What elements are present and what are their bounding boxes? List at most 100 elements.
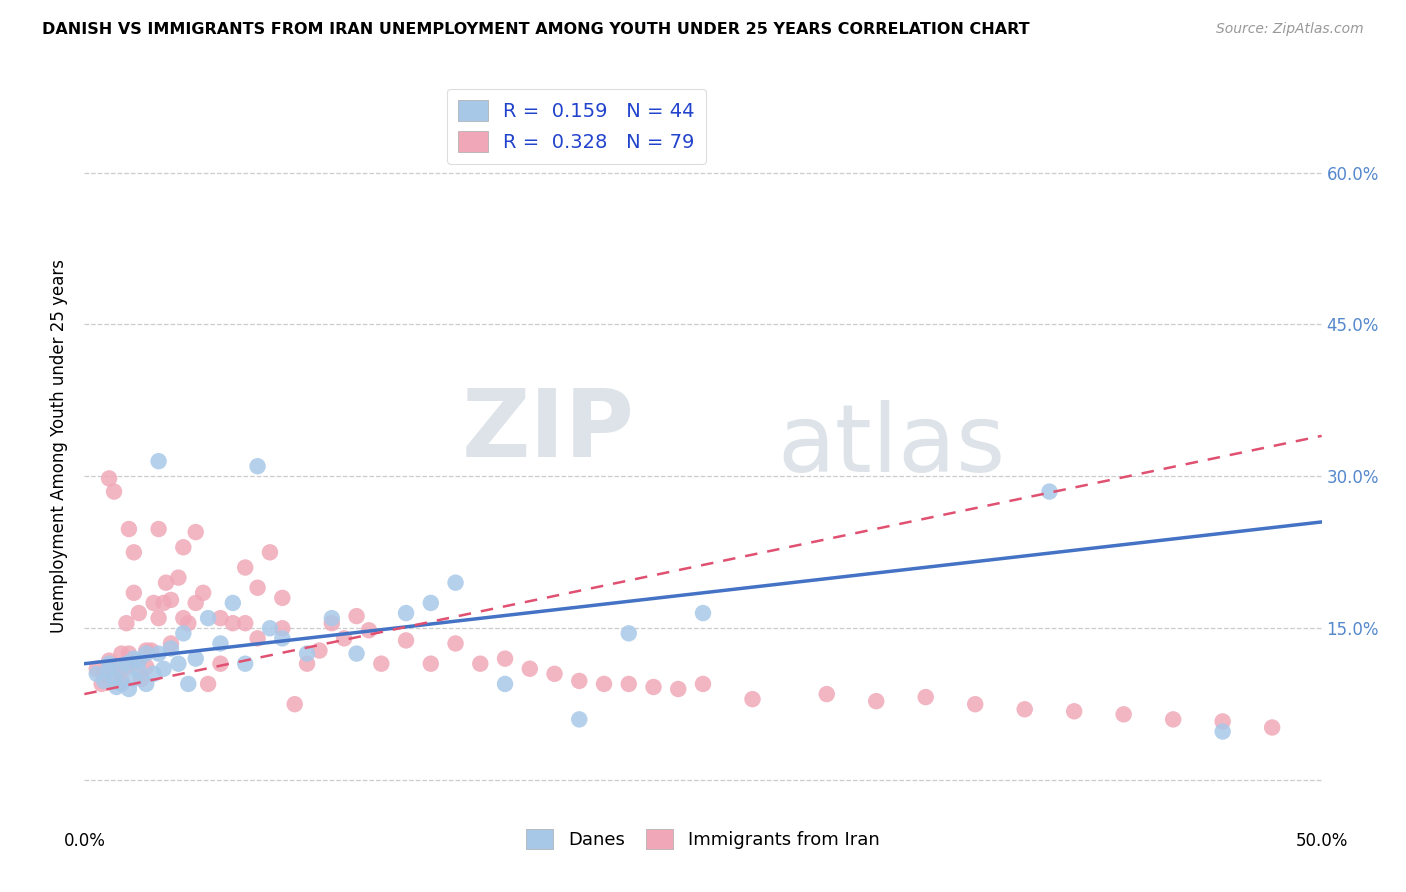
Point — [135, 647, 157, 661]
Point — [155, 575, 177, 590]
Point — [98, 654, 121, 668]
Point — [308, 643, 330, 657]
Point — [271, 621, 294, 635]
Point — [246, 459, 269, 474]
Point — [184, 651, 207, 665]
Point — [1038, 484, 1060, 499]
Point — [246, 581, 269, 595]
Point — [148, 647, 170, 661]
Point — [233, 560, 256, 574]
Point — [167, 571, 190, 585]
Point — [197, 611, 219, 625]
Point — [593, 677, 616, 691]
Point — [419, 657, 441, 671]
Point — [233, 657, 256, 671]
Point — [160, 636, 183, 650]
Text: atlas: atlas — [778, 400, 1005, 492]
Point — [118, 647, 141, 661]
Point — [470, 657, 492, 671]
Point — [103, 672, 125, 686]
Point — [110, 677, 132, 691]
Point — [90, 677, 112, 691]
Point — [98, 471, 121, 485]
Point — [122, 657, 145, 671]
Point — [346, 647, 368, 661]
Point — [122, 545, 145, 559]
Point — [148, 611, 170, 625]
Legend: Danes, Immigrants from Iran: Danes, Immigrants from Iran — [519, 822, 887, 856]
Point — [86, 666, 108, 681]
Point — [103, 664, 125, 678]
Point — [1212, 714, 1234, 729]
Point — [271, 632, 294, 646]
Point — [284, 697, 307, 711]
Point — [172, 541, 194, 555]
Point — [914, 690, 936, 705]
Point — [135, 659, 157, 673]
Y-axis label: Unemployment Among Youth under 25 years: Unemployment Among Youth under 25 years — [51, 259, 69, 633]
Point — [1261, 721, 1284, 735]
Point — [494, 651, 516, 665]
Point — [246, 632, 269, 646]
Point — [1112, 707, 1135, 722]
Point — [222, 596, 245, 610]
Point — [135, 643, 157, 657]
Point — [259, 621, 281, 635]
Text: DANISH VS IMMIGRANTS FROM IRAN UNEMPLOYMENT AMONG YOUTH UNDER 25 YEARS CORRELATI: DANISH VS IMMIGRANTS FROM IRAN UNEMPLOYM… — [42, 22, 1029, 37]
Point — [543, 666, 565, 681]
Point — [172, 611, 194, 625]
Point — [965, 697, 987, 711]
Point — [152, 596, 174, 610]
Point — [160, 593, 183, 607]
Point — [118, 681, 141, 696]
Point — [741, 692, 763, 706]
Point — [110, 647, 132, 661]
Point — [815, 687, 838, 701]
Point — [128, 654, 150, 668]
Point — [184, 596, 207, 610]
Point — [129, 672, 152, 686]
Point — [346, 609, 368, 624]
Point — [444, 575, 467, 590]
Point — [494, 677, 516, 691]
Point — [167, 657, 190, 671]
Point — [110, 662, 132, 676]
Point — [105, 680, 128, 694]
Point — [222, 616, 245, 631]
Point — [1014, 702, 1036, 716]
Point — [152, 662, 174, 676]
Point — [177, 616, 200, 631]
Point — [692, 606, 714, 620]
Point — [519, 662, 541, 676]
Point — [295, 647, 318, 661]
Point — [115, 659, 138, 673]
Point — [395, 633, 418, 648]
Point — [209, 657, 232, 671]
Point — [357, 624, 380, 638]
Point — [115, 657, 138, 671]
Point — [333, 632, 356, 646]
Point — [98, 664, 121, 678]
Point — [148, 454, 170, 468]
Point — [568, 712, 591, 726]
Point — [148, 522, 170, 536]
Point — [370, 657, 392, 671]
Point — [617, 677, 640, 691]
Point — [444, 636, 467, 650]
Point — [128, 606, 150, 620]
Point — [122, 586, 145, 600]
Point — [177, 677, 200, 691]
Point — [110, 673, 132, 688]
Point — [209, 636, 232, 650]
Point — [865, 694, 887, 708]
Point — [295, 657, 318, 671]
Point — [666, 681, 689, 696]
Text: Source: ZipAtlas.com: Source: ZipAtlas.com — [1216, 22, 1364, 37]
Point — [321, 611, 343, 625]
Point — [209, 611, 232, 625]
Point — [233, 616, 256, 631]
Point — [141, 643, 163, 657]
Point — [321, 616, 343, 631]
Point — [103, 484, 125, 499]
Point — [128, 664, 150, 678]
